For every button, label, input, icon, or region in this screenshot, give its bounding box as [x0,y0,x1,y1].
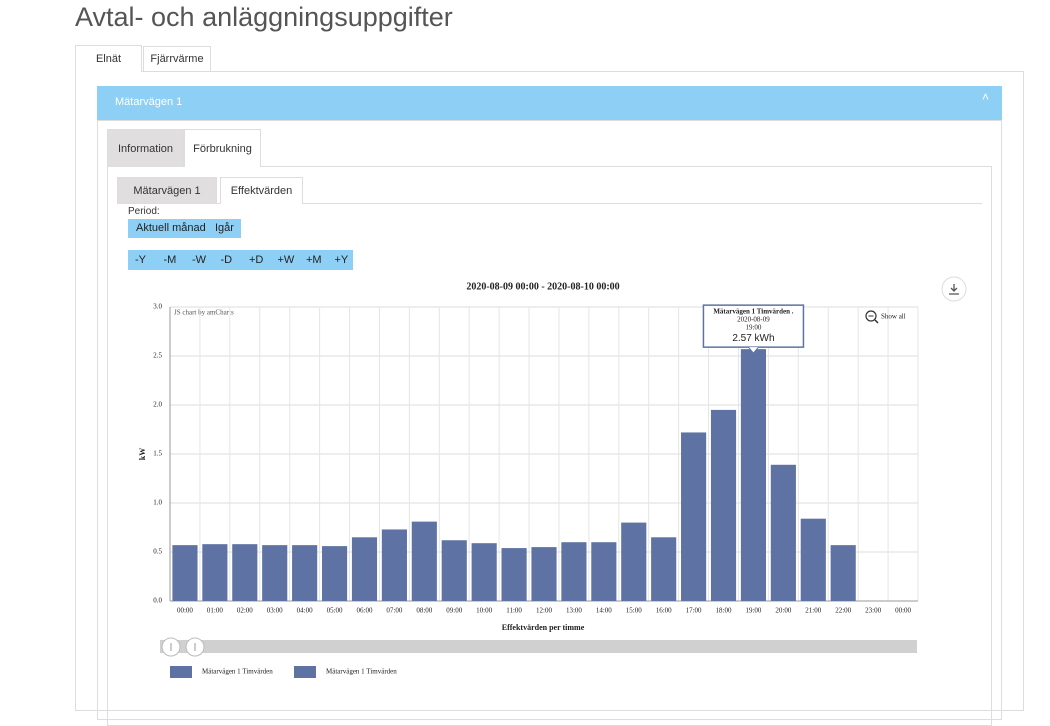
y-tick-label: 1.5 [153,450,162,458]
bar [381,529,407,601]
tooltip-value: 2.57 kWh [732,333,774,344]
x-tick-label: 22:00 [835,607,851,615]
bar [411,521,437,601]
x-tick-label: 13:00 [566,607,582,615]
nav-button[interactable]: +Y [334,254,349,266]
nav-button[interactable]: -M [163,254,177,266]
x-tick-label: 16:00 [656,607,672,615]
x-tick-label: 10:00 [476,607,492,615]
x-tick-label: 20:00 [775,607,791,615]
x-tick-label: 11:00 [506,607,522,615]
bar [740,349,767,601]
y-axis-label: kW [138,448,147,460]
tab[interactable]: Information [107,129,184,167]
button[interactable]: Aktuell månad [136,222,206,234]
legend-swatch [294,666,316,678]
zoom-icon [865,310,877,322]
y-tick-label: 1.0 [153,499,162,507]
bar [710,409,737,601]
bar [441,540,467,601]
legend-swatch [170,666,192,678]
y-tick-label: 0.0 [153,597,162,605]
nav-button[interactable]: -W [192,254,207,266]
period-label: Period: [128,206,160,217]
bar [172,545,198,601]
x-tick-label: 09:00 [446,607,462,615]
y-tick-label: 0.5 [153,548,162,556]
bar [591,542,617,601]
button-group [128,219,241,238]
x-tick-label: 04:00 [297,607,313,615]
button-group [128,250,353,270]
download-icon [949,284,959,295]
bar [651,537,677,601]
x-tick-label: 00:00 [895,607,911,615]
tab[interactable]: Mätarvägen 1 [117,177,217,203]
x-tick-label: 14:00 [596,607,612,615]
page: Avtal- och anläggningsuppgifter Elnät Fj… [75,2,1024,726]
tab[interactable]: Förbrukning [184,129,261,167]
divider [117,203,982,204]
nav-button[interactable]: +W [277,254,295,266]
panel-title: Mätarvägen 1 [115,96,183,108]
x-tick-label: 06:00 [357,607,373,615]
chart-title: 2020-08-09 00:00 - 2020-08-10 00:00 [466,281,619,292]
bar [202,544,228,601]
credit: JS chart by amCharts [174,309,234,317]
x-tick-label: 08:00 [416,607,432,615]
bar [681,432,707,601]
x-tick-label: 19:00 [745,607,761,615]
x-tick-label: 05:00 [327,607,343,615]
bar [770,464,796,601]
tooltip-pointer [748,346,759,354]
y-tick-label: 2.0 [153,401,162,409]
bar [232,544,258,601]
bar [262,545,288,601]
collapse-icon[interactable]: ˄ [982,90,990,104]
x-tick-label: 00:00 [177,607,193,615]
bar [292,545,318,601]
x-tick-label: 03:00 [267,607,283,615]
x-axis-label: Effektvärden per timme [502,623,585,632]
bar [471,543,497,601]
x-tick-label: 07:00 [386,607,402,615]
x-tick-label: 21:00 [805,607,821,615]
tooltip-series: Mätarvägen 1 Timvärden . [713,308,793,316]
legend-label: Mätarvägen 1 Timvärden [202,668,273,676]
x-tick-label: 23:00 [865,607,881,615]
bar [501,548,527,601]
button[interactable]: Igår [215,222,234,234]
legend-label: Mätarvägen 1 Timvärden [326,668,397,676]
tab[interactable]: Fjärrvärme [143,46,211,71]
y-tick-label: 2.5 [153,352,162,360]
x-tick-label: 18:00 [716,607,732,615]
y-tick-label: 3.0 [153,303,162,311]
nav-button[interactable]: +D [249,254,264,266]
scrollbar [160,640,917,653]
page-title: Avtal- och anläggningsuppgifter [75,2,453,32]
bar [830,545,856,601]
panel-header[interactable] [97,86,1002,120]
bar [531,547,557,601]
chart: 2020-08-09 00:00 - 2020-08-10 00:00 JS ch… [138,276,967,678]
tab[interactable]: Effektvärden [220,177,303,204]
bar [561,542,587,601]
tooltip-time: 19:00 [745,324,761,332]
bar [321,546,348,601]
nav-button[interactable]: -D [220,254,233,266]
tooltip-date: 2020-08-09 [737,316,770,324]
nav-button[interactable]: -Y [135,254,146,266]
x-tick-label: 02:00 [237,607,253,615]
bar [621,522,647,601]
x-tick-label: 01:00 [207,607,223,615]
nav-button[interactable]: +M [306,254,322,266]
tab[interactable]: Elnät [75,45,142,72]
bar [351,537,378,601]
x-tick-label: 17:00 [686,607,702,615]
show-all[interactable]: Show all [881,313,906,321]
bar [800,518,826,601]
x-tick-label: 12:00 [536,607,552,615]
zoom-icon-handle [874,319,879,324]
x-tick-label: 15:00 [626,607,642,615]
